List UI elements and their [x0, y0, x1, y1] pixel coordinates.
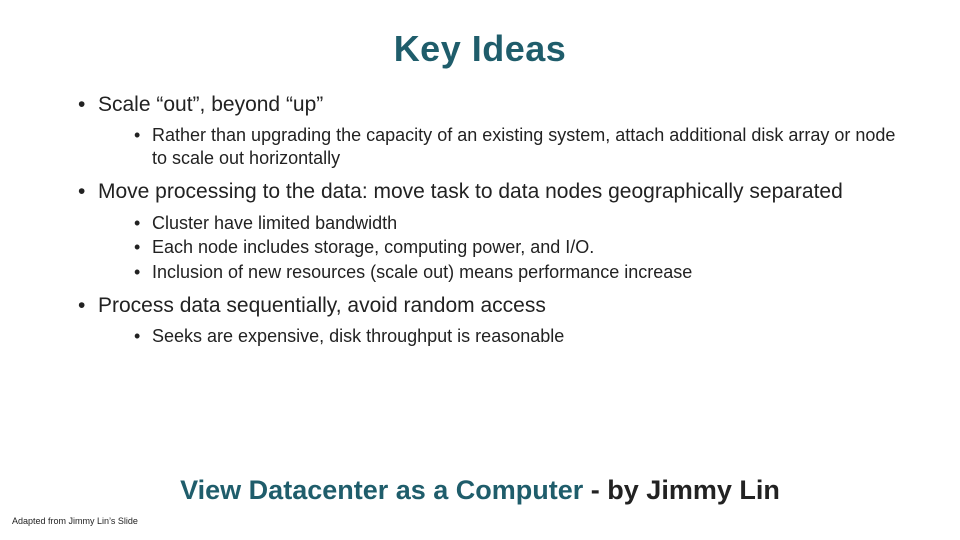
slide: Key Ideas Scale “out”, beyond “up” Rather…: [0, 0, 960, 540]
bullet-text: Scale “out”, beyond “up”: [98, 93, 323, 116]
attribution-text: Adapted from Jimmy Lin’s Slide: [12, 516, 138, 526]
sub-bullet-item: Seeks are expensive, disk throughput is …: [134, 325, 910, 348]
slide-content: Scale “out”, beyond “up” Rather than upgr…: [0, 80, 960, 348]
sub-bullet-item: Each node includes storage, computing po…: [134, 236, 910, 259]
footer-quote: View Datacenter as a Computer - by Jimmy…: [0, 475, 960, 506]
bullet-item: Process data sequentially, avoid random …: [78, 293, 910, 348]
bullet-text: Process data sequentially, avoid random …: [98, 294, 546, 317]
sub-bullet-list: Rather than upgrading the capacity of an…: [98, 124, 910, 169]
sub-bullet-item: Cluster have limited bandwidth: [134, 212, 910, 235]
bullet-text: Move processing to the data: move task t…: [98, 180, 843, 203]
quote-accent: View Datacenter as a Computer: [180, 475, 583, 505]
sub-bullet-item: Rather than upgrading the capacity of an…: [134, 124, 910, 169]
quote-plain: - by Jimmy Lin: [583, 475, 780, 505]
sub-bullet-item: Inclusion of new resources (scale out) m…: [134, 261, 910, 284]
bullet-item: Scale “out”, beyond “up” Rather than upgr…: [78, 92, 910, 169]
sub-bullet-list: Cluster have limited bandwidthEach node …: [98, 212, 910, 284]
sub-bullet-list: Seeks are expensive, disk throughput is …: [98, 325, 910, 348]
bullet-item: Move processing to the data: move task t…: [78, 179, 910, 283]
slide-title: Key Ideas: [0, 0, 960, 80]
bullet-list: Scale “out”, beyond “up” Rather than upgr…: [50, 92, 910, 348]
